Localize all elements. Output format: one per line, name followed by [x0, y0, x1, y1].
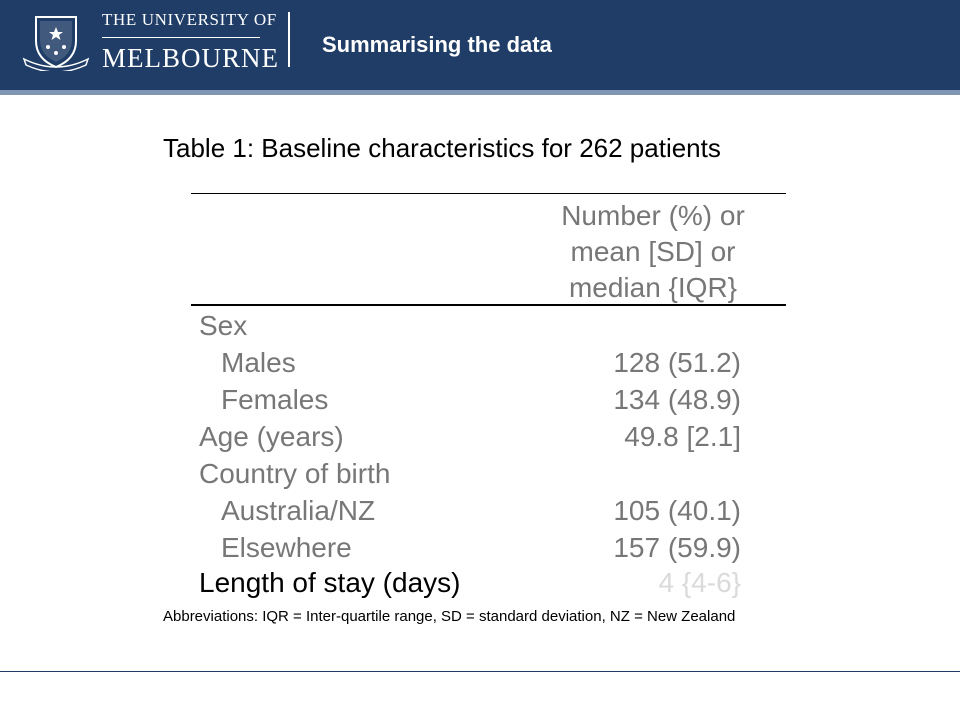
column-header-line: Number (%) or: [561, 200, 745, 231]
row-value: 134 (48.9): [613, 384, 741, 415]
table-row: Males 128 (51.2): [199, 344, 741, 382]
row-value: 105 (40.1): [613, 495, 741, 526]
row-value: 4 {4-6}: [658, 567, 741, 598]
row-label: Country of birth: [199, 458, 391, 489]
column-header: Number (%) or mean [SD] or median {IQR}: [518, 198, 788, 306]
university-name-line2: MELBOURNE: [102, 43, 279, 73]
university-wordmark: THE UNIVERSITY OF MELBOURNE: [102, 8, 279, 73]
table-row: Country of birth: [199, 455, 741, 493]
table-row: Age (years) 49.8 [2.1]: [199, 418, 741, 456]
row-label: Age (years): [199, 421, 344, 452]
row-label: Males: [221, 347, 296, 378]
row-label: Females: [221, 384, 329, 415]
header-bar: THE UNIVERSITY OF MELBOURNE Summarising …: [0, 0, 960, 90]
table-header-rule: [191, 304, 786, 306]
row-label: Australia/NZ: [221, 495, 376, 526]
table-caption: Table 1: Baseline characteristics for 26…: [163, 133, 721, 163]
wordmark-rule: [102, 37, 260, 38]
table-top-rule: [191, 193, 786, 194]
row-value: 128 (51.2): [613, 347, 741, 378]
table-row: Females 134 (48.9): [199, 381, 741, 419]
header-band: [0, 90, 960, 95]
table-row: Length of stay (days) 4 {4-6}: [199, 564, 741, 602]
table-row: Sex: [199, 307, 741, 345]
row-value: 157 (59.9): [613, 532, 741, 563]
table-row: Elsewhere 157 (59.9): [199, 529, 741, 567]
table-footnote: Abbreviations: IQR = Inter-quartile rang…: [163, 608, 736, 625]
column-header-line: mean [SD] or: [570, 236, 736, 267]
header-divider: [288, 12, 290, 67]
row-label: Elsewhere: [221, 532, 352, 563]
slide-title: Summarising the data: [322, 32, 552, 57]
column-header-line: median {IQR}: [568, 272, 738, 303]
university-crest-icon: [22, 16, 90, 71]
footer-rule: [0, 671, 960, 672]
row-value: 49.8 [2.1]: [624, 421, 741, 452]
row-label: Length of stay (days): [199, 567, 461, 598]
row-label: Sex: [199, 310, 248, 341]
table-row: Australia/NZ 105 (40.1): [199, 492, 741, 530]
university-name-line1: THE UNIVERSITY OF: [102, 10, 277, 29]
